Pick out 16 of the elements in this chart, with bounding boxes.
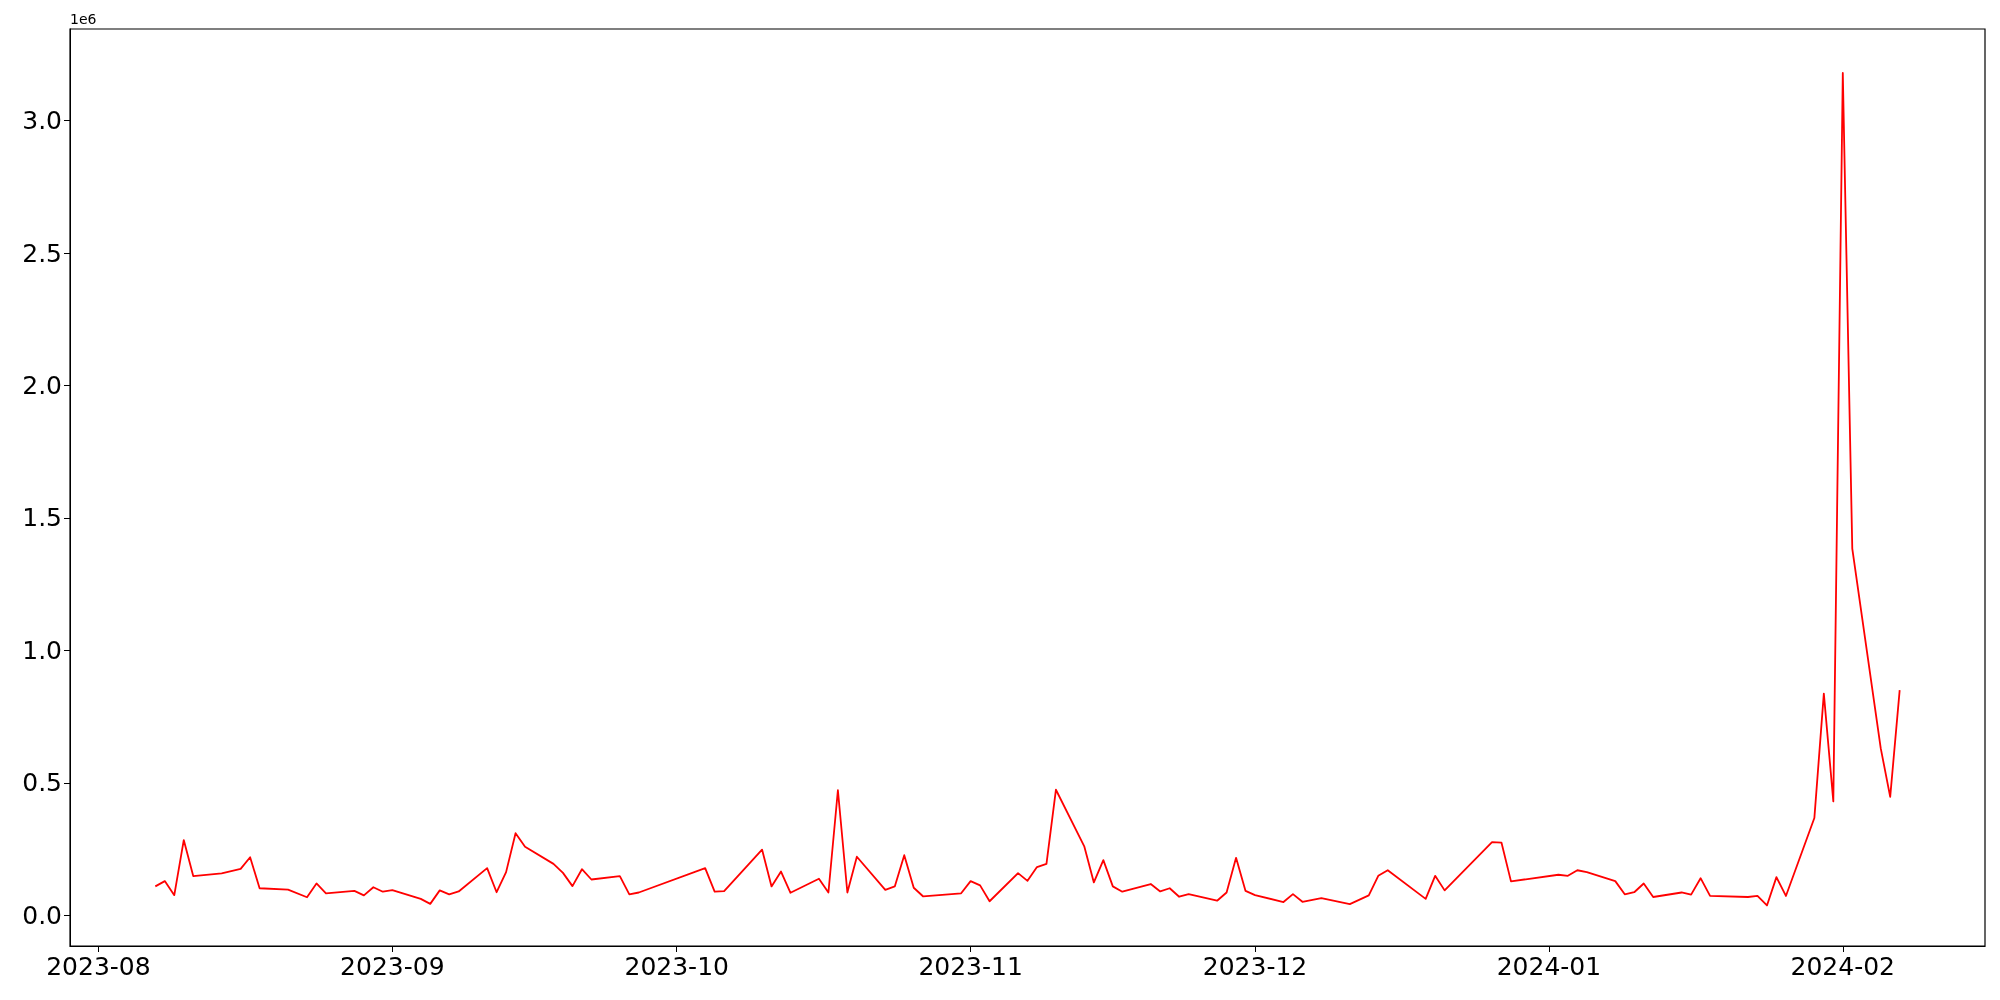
text: 1e6: [70, 11, 97, 27]
y-tick-label: 2.5: [22, 238, 62, 268]
y-tick-label: 1.0: [22, 635, 62, 665]
y-tick-label: 3.0: [22, 106, 62, 136]
line-series: [154, 72, 1901, 907]
x-tick-label: 2023-11: [918, 952, 1023, 981]
y-tick-label: 0.0: [22, 900, 62, 930]
y-tick-label: 0.5: [22, 768, 62, 798]
x-tick-label: 2024-01: [1496, 952, 1602, 981]
x-tick-label: 2024-02: [1790, 952, 1896, 981]
x-tick-label: 2023-08: [46, 952, 151, 981]
y-tick-label: 2.0: [22, 371, 62, 401]
x-tick-label: 2023-10: [624, 952, 729, 981]
x-tick-label: 2023-12: [1202, 952, 1308, 981]
y-tick-label: 1.5: [22, 503, 62, 533]
x-tick-label: 2023-09: [340, 952, 445, 981]
